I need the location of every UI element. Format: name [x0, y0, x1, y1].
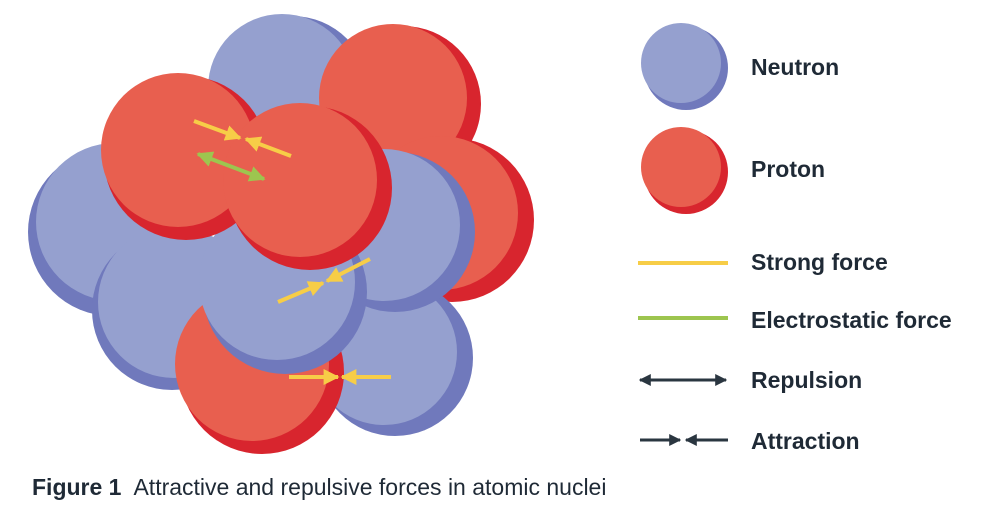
strong-force-arrow [277, 281, 325, 304]
legend-label-attraction: Attraction [751, 428, 860, 454]
force-arrows [193, 119, 391, 385]
legend-label-repulsion: Repulsion [751, 367, 863, 393]
strong-force-arrow [325, 257, 371, 283]
legend-label-proton: Proton [751, 156, 826, 182]
strong-force-arrow [244, 136, 292, 158]
nucleus-cluster [28, 14, 534, 454]
figure-caption: Figure 1 Attractive and repulsive forces … [32, 476, 606, 499]
legend-neutron-swatch [641, 23, 728, 110]
figure-number: Figure 1 [32, 474, 122, 500]
legend-label-electrostatic-force: Electrostatic force [751, 307, 952, 333]
strong-force-arrow [193, 119, 242, 141]
legend-label-neutron: Neutron [751, 54, 840, 80]
figure-caption-text: Attractive and repulsive forces in atomi… [133, 474, 607, 500]
legend-label-strong-force: Strong force [751, 249, 888, 275]
electrostatic-force-arrow [196, 151, 266, 182]
legend [638, 23, 728, 446]
legend-proton-swatch [641, 127, 728, 214]
